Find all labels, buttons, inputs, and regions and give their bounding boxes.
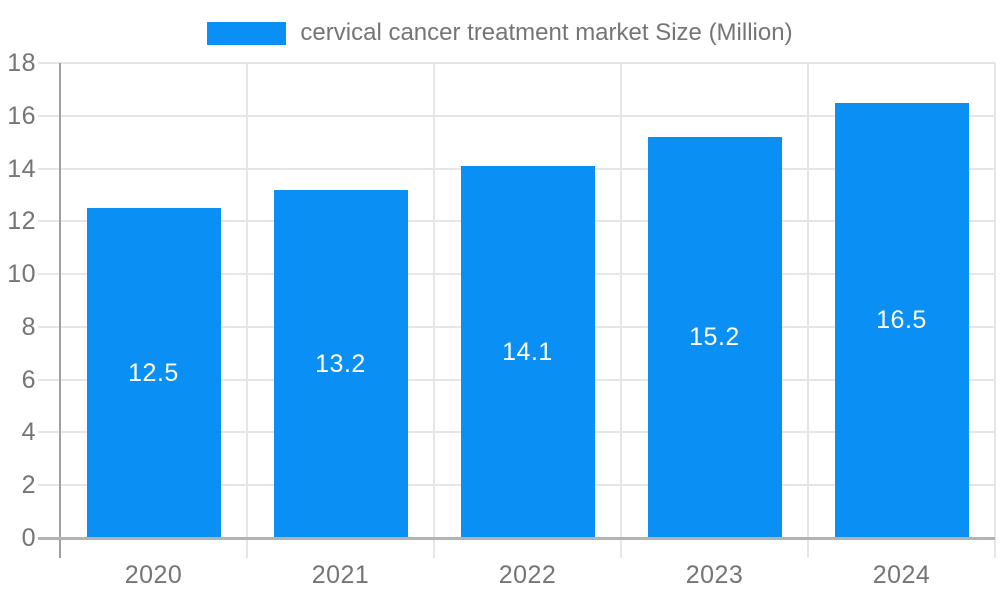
y-axis-line (59, 63, 61, 558)
y-axis-tick-label: 0 (21, 524, 36, 552)
x-axis-tick-label: 2024 (872, 561, 931, 589)
vertical-gridline (620, 63, 622, 558)
x-axis-tick-label: 2022 (498, 561, 557, 589)
y-axis-tick-label: 4 (21, 418, 36, 447)
y-axis-tick-label: 2 (21, 471, 36, 500)
x-axis-tick-label: 2020 (124, 561, 183, 589)
y-axis-tick-label: 16 (7, 101, 36, 130)
plot-area: 0 2 4 6 8 10 12 14 16 18 12.5 2020 13.2 2021 14.1 2022 1… (7, 49, 996, 589)
x-axis-tick-label: 2021 (311, 561, 370, 589)
y-axis-tick-label: 12 (7, 207, 36, 236)
vertical-gridline (807, 63, 809, 558)
vertical-gridline (433, 63, 435, 558)
legend-swatch (207, 21, 287, 45)
bar-2020[interactable] (86, 208, 221, 538)
y-axis-tick-label: 18 (7, 49, 36, 77)
bar-2024[interactable] (834, 102, 969, 538)
bar-2022[interactable] (460, 165, 595, 538)
y-axis-tick-label: 14 (7, 154, 36, 183)
horizontal-gridline (38, 62, 995, 64)
chart-legend[interactable]: cervical cancer treatment market Size (M… (0, 19, 1000, 47)
y-axis-tick-label: 10 (7, 260, 36, 289)
x-axis-tick-label: 2023 (685, 561, 744, 589)
bar-2021[interactable] (273, 189, 408, 538)
y-axis-tick-label: 6 (21, 365, 36, 394)
vertical-gridline (246, 63, 248, 558)
bar-2023[interactable] (647, 136, 782, 538)
legend-label: cervical cancer treatment market Size (M… (300, 19, 793, 46)
x-axis-baseline (38, 536, 995, 540)
vertical-gridline (994, 63, 996, 558)
y-axis-tick-label: 8 (21, 312, 36, 341)
horizontal-gridline (38, 114, 995, 117)
